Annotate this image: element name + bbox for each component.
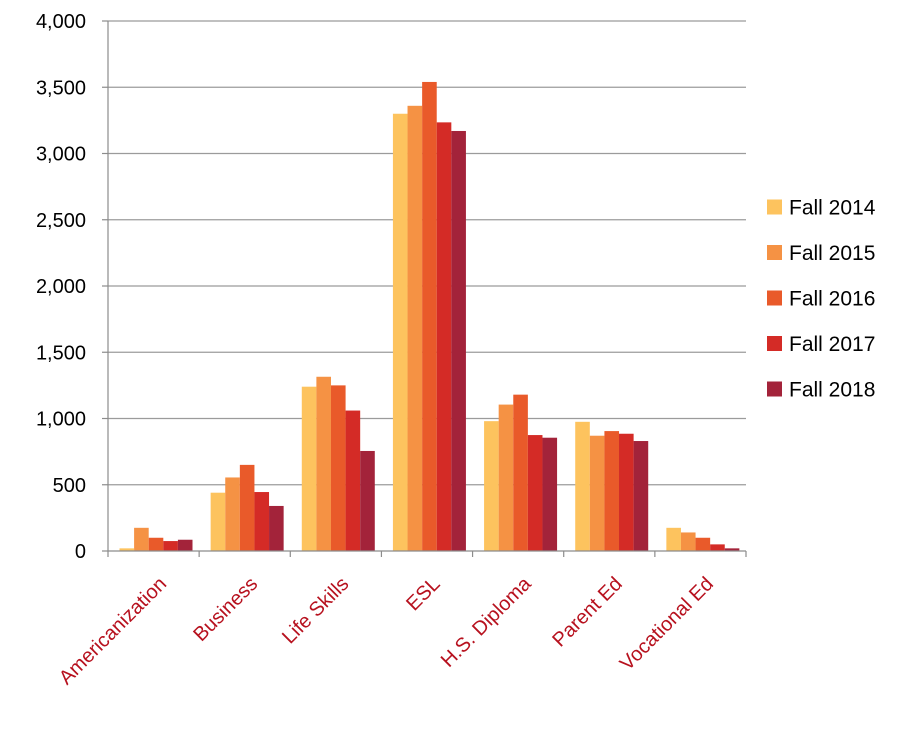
x-axis-ticks: Americanization Business Life Skills ESLH.S… <box>55 572 718 689</box>
x-tick-label: Life Skills <box>278 573 353 648</box>
bar <box>710 544 725 551</box>
bar <box>269 505 284 551</box>
legend-swatch <box>767 381 782 397</box>
bar <box>225 477 240 551</box>
legend-label: Fall 2017 <box>789 333 875 356</box>
bar <box>604 431 620 551</box>
legend-label: Fall 2015 <box>789 242 875 265</box>
bar <box>330 385 346 551</box>
bar <box>134 527 149 551</box>
y-tick-label: 500 <box>53 475 86 497</box>
bar <box>254 492 270 551</box>
y-axis-ticks: 0 500 1,000 1,500 2,000 2,500 3,000 3,500 4,000 <box>36 11 86 563</box>
y-tick-label: 2,500 <box>36 210 86 232</box>
bar <box>436 122 452 552</box>
bar <box>392 113 408 551</box>
bar <box>360 450 375 551</box>
y-tick-label: 1,000 <box>36 409 86 431</box>
bar <box>498 404 514 551</box>
bar <box>407 105 423 552</box>
x-tick-label: Parent Ed <box>548 573 626 651</box>
bar <box>513 394 528 551</box>
y-tick-label: 1,500 <box>36 342 86 364</box>
legend-label: Fall 2018 <box>789 379 875 402</box>
bar <box>575 421 590 551</box>
bar <box>680 532 696 551</box>
bar <box>210 492 226 551</box>
bar <box>148 537 164 551</box>
bar <box>163 541 178 551</box>
bar <box>666 527 681 551</box>
y-tick-label: 0 <box>75 541 86 563</box>
legend: Fall 2014 Fall 2015 Fall 2016 Fall 2017 Fall… <box>767 197 876 402</box>
y-tick-label: 4,000 <box>36 11 86 33</box>
x-tick-label: Business <box>189 573 262 646</box>
bar <box>619 433 634 551</box>
x-tick-label: Vocational Ed <box>616 573 718 675</box>
legend-label: Fall 2016 <box>789 288 875 311</box>
legend-swatch <box>767 245 782 260</box>
bars <box>119 81 740 552</box>
bar <box>345 410 361 551</box>
bar <box>451 130 466 551</box>
bar <box>527 435 543 551</box>
x-tick-label: ESL <box>402 573 444 615</box>
legend-swatch <box>767 290 782 306</box>
y-tick-label: 2,000 <box>36 276 86 298</box>
bar <box>177 539 193 551</box>
bar <box>589 435 605 551</box>
y-tick-label: 3,500 <box>36 77 86 99</box>
legend-label: Fall 2014 <box>789 197 876 220</box>
x-tick-label: H.S. Diploma <box>437 572 536 671</box>
bar <box>542 437 558 551</box>
bar <box>316 376 331 551</box>
axes <box>102 20 747 557</box>
bar <box>484 421 499 551</box>
bar <box>422 81 437 551</box>
bar <box>119 548 135 551</box>
legend-swatch <box>767 199 782 215</box>
bar <box>695 537 711 551</box>
bar <box>633 441 649 551</box>
x-tick-label: Americanization <box>55 573 171 689</box>
bar <box>724 548 740 551</box>
legend-swatch <box>767 336 782 351</box>
bar <box>239 464 255 551</box>
bar <box>301 386 317 551</box>
y-tick-label: 3,000 <box>36 144 86 166</box>
